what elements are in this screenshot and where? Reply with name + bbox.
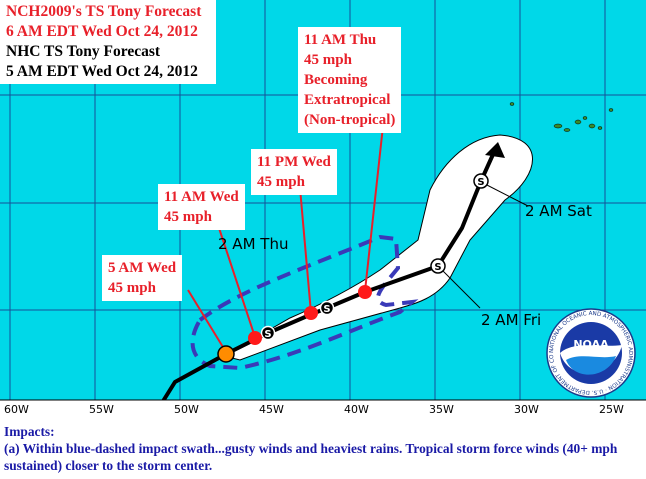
tick-25w: 25W: [599, 403, 624, 416]
label-leader-lines: [187, 125, 384, 353]
svg-text:NOAA: NOAA: [573, 338, 609, 351]
tick-60w: 60W: [4, 403, 29, 416]
nch-time: 6 AM EDT Wed Oct 24, 2012: [6, 23, 198, 40]
storm-marker: S: [260, 325, 276, 341]
impacts-text: (a) Within blue-dashed impact swath...gu…: [4, 441, 618, 473]
nhc-title: NHC TS Tony Forecast: [6, 43, 161, 60]
header-box: NCH2009's TS Tony Forecast 6 AM EDT Wed …: [0, 0, 216, 84]
impacts-title: Impacts:: [4, 424, 55, 439]
impact-swath: [190, 234, 419, 371]
storm-marker: S: [473, 173, 489, 189]
nhc-leader-lines: [439, 182, 529, 309]
forecast-cone: [222, 134, 533, 361]
tick-45w: 45W: [259, 403, 284, 416]
nch-point-11am-thu: [358, 285, 372, 299]
label-2am-sat: 2 AM Sat: [525, 202, 592, 220]
longitude-axis: 60W 55W 50W 45W 40W 35W 30W 25W: [4, 403, 624, 416]
current-position-point: [217, 345, 235, 363]
storm-marker: S: [319, 300, 335, 316]
tick-30w: 30W: [514, 403, 539, 416]
label-2am-fri: 2 AM Fri: [481, 311, 541, 329]
axis-strip: [0, 400, 646, 421]
label-5am-wed: 5 AM Wed 45 mph: [102, 255, 183, 301]
track-arrowhead: [485, 142, 505, 158]
tick-50w: 50W: [174, 403, 199, 416]
svg-text:S: S: [264, 329, 271, 340]
storm-marker: S: [430, 258, 446, 274]
tick-55w: 55W: [89, 403, 114, 416]
nch-point-11pm-wed: [304, 306, 318, 320]
nhc-time: 5 AM EDT Wed Oct 24, 2012: [6, 63, 198, 80]
nch-point-11am-wed: [248, 331, 262, 345]
label-11am-thu: 11 AM Thu 45 mph Becoming Extratropical …: [298, 27, 402, 133]
nch-title: NCH2009's TS Tony Forecast: [6, 3, 202, 20]
islands: [509, 102, 614, 132]
nhc-storm-markers: S S S S: [260, 173, 489, 341]
label-11am-wed: 11 AM Wed 45 mph: [158, 184, 245, 230]
nch-forecast-points: [217, 285, 372, 363]
label-2am-thu: 2 AM Thu: [218, 235, 288, 253]
svg-text:S: S: [434, 262, 441, 273]
tick-35w: 35W: [429, 403, 454, 416]
svg-text:S: S: [323, 304, 330, 315]
tick-40w: 40W: [344, 403, 369, 416]
impacts-panel: Impacts: (a) Within blue-dashed impact s…: [0, 421, 646, 479]
svg-text:S: S: [477, 177, 484, 188]
label-11pm-wed: 11 PM Wed 45 mph: [251, 149, 337, 195]
